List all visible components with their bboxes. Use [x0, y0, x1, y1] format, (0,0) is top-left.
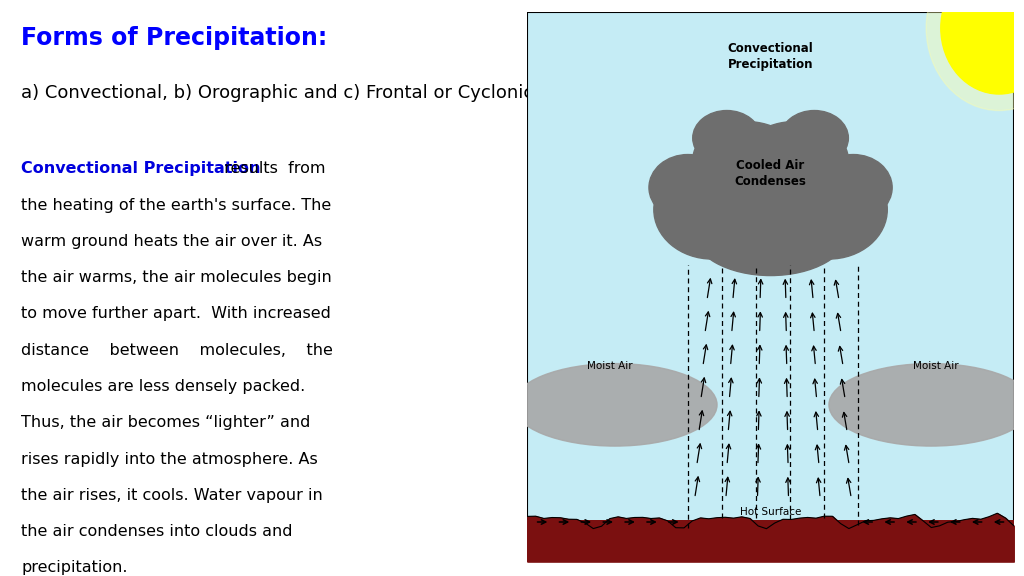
Text: Moist Air: Moist Air — [587, 361, 633, 372]
Text: a) Convectional, b) Orographic and c) Frontal or Cyclonic: a) Convectional, b) Orographic and c) Fr… — [22, 84, 534, 101]
Text: the air rises, it cools. Water vapour in: the air rises, it cools. Water vapour in — [22, 488, 323, 503]
Ellipse shape — [780, 111, 848, 165]
Text: Convectional Precipitation: Convectional Precipitation — [22, 161, 260, 176]
Ellipse shape — [771, 160, 887, 259]
Text: the air condenses into clouds and: the air condenses into clouds and — [22, 524, 293, 539]
Ellipse shape — [814, 154, 892, 221]
Bar — [527, 520, 1014, 562]
Ellipse shape — [649, 154, 727, 221]
Ellipse shape — [829, 363, 1024, 446]
Circle shape — [926, 0, 1024, 111]
Text: Cooled Air
Condenses: Cooled Air Condenses — [734, 160, 807, 188]
Ellipse shape — [513, 363, 717, 446]
Text: to move further apart.  With increased: to move further apart. With increased — [22, 306, 331, 321]
Text: Convectional
Precipitation: Convectional Precipitation — [728, 42, 813, 71]
Ellipse shape — [692, 188, 848, 275]
Ellipse shape — [692, 111, 761, 165]
Text: warm ground heats the air over it. As: warm ground heats the air over it. As — [22, 234, 323, 249]
Text: molecules are less densely packed.: molecules are less densely packed. — [22, 379, 305, 394]
Text: precipitation.: precipitation. — [22, 560, 128, 575]
Text: the heating of the earth's surface. The: the heating of the earth's surface. The — [22, 198, 332, 213]
Ellipse shape — [692, 122, 800, 199]
Text: the air warms, the air molecules begin: the air warms, the air molecules begin — [22, 270, 332, 285]
Text: Forms of Precipitation:: Forms of Precipitation: — [22, 26, 328, 50]
Text: Moist Air: Moist Air — [913, 361, 958, 372]
Text: Hot Surface: Hot Surface — [740, 507, 801, 517]
Text: results  from: results from — [219, 161, 326, 176]
Ellipse shape — [678, 127, 863, 259]
Text: distance    between    molecules,    the: distance between molecules, the — [22, 343, 333, 358]
Ellipse shape — [654, 160, 770, 259]
Text: rises rapidly into the atmosphere. As: rises rapidly into the atmosphere. As — [22, 452, 317, 467]
Text: Thus, the air becomes “lighter” and: Thus, the air becomes “lighter” and — [22, 415, 310, 430]
Ellipse shape — [741, 122, 848, 199]
Circle shape — [941, 0, 1024, 94]
